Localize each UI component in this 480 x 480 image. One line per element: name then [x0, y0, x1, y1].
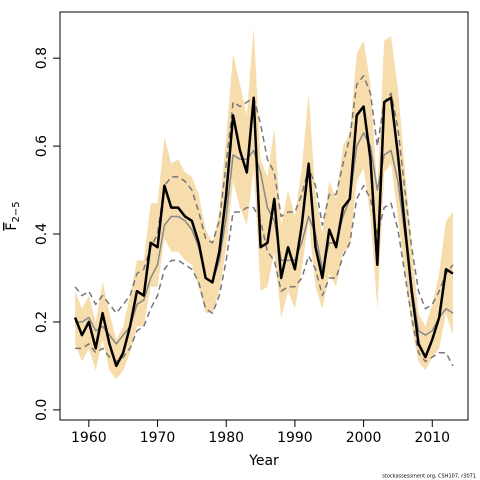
y-tick-label: 0.8	[34, 47, 50, 69]
plot-frame	[59, 11, 469, 421]
dashed-line	[74, 75, 454, 314]
y-tick-label: 0.6	[34, 135, 50, 157]
x-tick-label: 1960	[71, 430, 107, 446]
y-tick-label: 0.2	[34, 311, 50, 333]
x-axis-label: Year	[248, 453, 279, 469]
y-axis-label-sub: 2−5	[11, 201, 22, 222]
x-tick-label: 1980	[208, 430, 244, 446]
line	[75, 132, 454, 345]
dashed-line	[75, 184, 454, 367]
line	[73, 96, 454, 368]
x-tick-label: 2010	[414, 430, 450, 446]
y-tick-label: 0.0	[34, 399, 50, 421]
confidence-band	[75, 27, 453, 380]
source-note: stockassessment.org, CSH107, r3071	[382, 474, 476, 480]
x-tick-label: 1970	[140, 430, 176, 446]
x-tick-label: 2000	[346, 430, 382, 446]
x-tick-label: 1990	[277, 430, 313, 446]
y-axis-label-base: F	[4, 223, 20, 231]
y-axis-label: F2−5	[4, 201, 22, 230]
y-tick-label: 0.4	[34, 223, 50, 245]
